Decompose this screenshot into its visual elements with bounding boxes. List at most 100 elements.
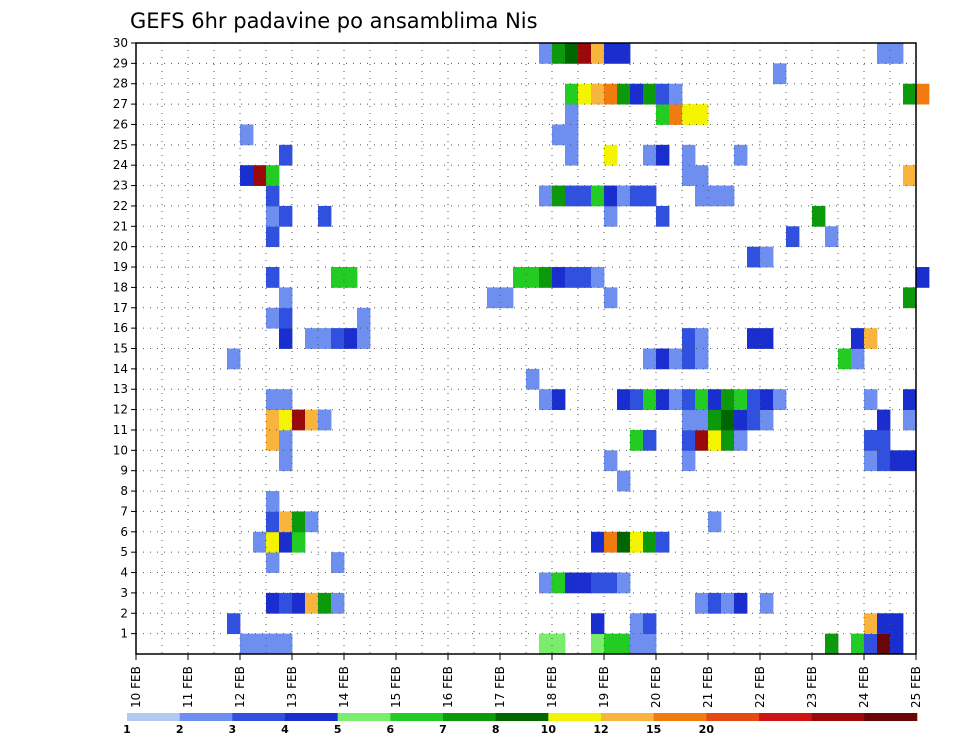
precip-cell xyxy=(695,409,709,431)
precip-cell xyxy=(331,552,345,573)
precip-cell xyxy=(617,83,631,105)
precip-cell xyxy=(643,83,657,105)
colorbar-label: 7 xyxy=(439,723,447,736)
precip-cell xyxy=(916,83,930,105)
y-tick-label: 9 xyxy=(120,464,128,478)
precip-cells xyxy=(227,43,930,655)
precip-cell xyxy=(760,409,774,431)
precip-cell xyxy=(565,572,579,594)
precip-cell xyxy=(344,328,358,349)
precip-cell xyxy=(864,613,878,635)
precip-cell xyxy=(279,307,293,329)
precip-cell xyxy=(656,348,670,370)
colorbar-label: 2 xyxy=(176,723,184,736)
y-tick-label: 3 xyxy=(120,586,128,600)
precip-cell xyxy=(851,633,865,655)
precip-cell xyxy=(591,633,605,655)
colorbar-swatch xyxy=(811,713,865,721)
precip-cell xyxy=(526,267,540,288)
x-tick-label: 13 FEB xyxy=(285,666,299,708)
colorbar-label: 1 xyxy=(123,723,131,736)
precip-cell xyxy=(240,633,254,655)
precip-cell xyxy=(279,511,293,533)
precip-cell xyxy=(656,389,670,410)
precip-cell xyxy=(630,633,644,655)
precip-cell xyxy=(708,185,722,207)
precip-cell xyxy=(357,328,371,349)
colorbar-swatch xyxy=(495,713,549,721)
precip-cell xyxy=(643,531,657,553)
y-tick-label: 20 xyxy=(113,240,128,254)
precip-cell xyxy=(656,144,670,166)
precip-cell xyxy=(643,429,657,451)
colorbar-swatch xyxy=(232,713,286,721)
precip-cell xyxy=(578,572,592,594)
precip-cell xyxy=(578,267,592,288)
x-tick-label: 14 FEB xyxy=(337,666,351,708)
colorbar-swatch xyxy=(653,713,707,721)
precip-cell xyxy=(747,409,761,431)
precip-cell xyxy=(903,165,917,186)
precip-cell xyxy=(591,185,605,207)
precip-cell xyxy=(708,511,722,533)
precip-cell xyxy=(695,348,709,370)
precip-cell xyxy=(227,613,241,635)
colorbar-swatch xyxy=(864,713,918,721)
precip-cell xyxy=(591,43,605,64)
precip-cell xyxy=(539,633,553,655)
precip-cell xyxy=(851,348,865,370)
precip-cell xyxy=(864,389,878,410)
precip-cell xyxy=(903,83,917,105)
precip-cell xyxy=(318,409,332,431)
precip-cell xyxy=(721,389,735,410)
precip-cell xyxy=(630,83,644,105)
precip-cell xyxy=(552,633,566,655)
y-tick-label: 28 xyxy=(113,77,128,91)
precip-cell xyxy=(305,409,319,431)
colorbar-label: 20 xyxy=(699,723,715,736)
precip-cell xyxy=(266,409,280,431)
precip-cell xyxy=(630,185,644,207)
precip-cell xyxy=(864,633,878,655)
precip-cell xyxy=(617,572,631,594)
colorbar-swatch xyxy=(179,713,233,721)
precip-cell xyxy=(604,144,618,166)
x-tick-label: 16 FEB xyxy=(441,666,455,708)
precip-cell xyxy=(877,43,891,64)
precip-cell xyxy=(747,246,761,268)
precip-cell xyxy=(500,287,514,309)
precip-cell xyxy=(266,185,280,207)
precip-cell xyxy=(539,267,553,288)
precip-cell xyxy=(747,328,761,349)
precip-cell xyxy=(578,83,592,105)
y-tick-label: 1 xyxy=(120,627,128,641)
precip-cell xyxy=(227,348,241,370)
x-tick-label: 15 FEB xyxy=(389,666,403,708)
precip-cell xyxy=(877,429,891,451)
precip-cell xyxy=(903,389,917,410)
precip-cell xyxy=(708,389,722,410)
colorbar-label: 12 xyxy=(593,723,608,736)
precip-cell xyxy=(617,185,631,207)
precip-cell xyxy=(591,572,605,594)
precip-cell xyxy=(643,348,657,370)
precip-cell xyxy=(903,409,917,431)
precip-cell xyxy=(565,267,579,288)
precip-cell xyxy=(617,470,631,492)
precip-cell xyxy=(292,592,306,614)
precip-cell xyxy=(266,491,280,512)
precip-cell xyxy=(604,450,618,472)
precip-cell xyxy=(279,389,293,410)
precip-cell xyxy=(591,267,605,288)
x-tick-label: 20 FEB xyxy=(649,666,663,708)
precip-cell xyxy=(864,429,878,451)
precip-cell xyxy=(344,267,358,288)
x-tick-label: 17 FEB xyxy=(493,666,507,708)
precip-cell xyxy=(292,511,306,533)
x-tick-label: 10 FEB xyxy=(129,666,143,708)
y-tick-label: 27 xyxy=(113,97,128,111)
y-tick-label: 17 xyxy=(113,301,128,315)
x-tick-label: 22 FEB xyxy=(753,666,767,708)
precip-cell xyxy=(604,185,618,207)
y-tick-label: 24 xyxy=(113,158,128,172)
